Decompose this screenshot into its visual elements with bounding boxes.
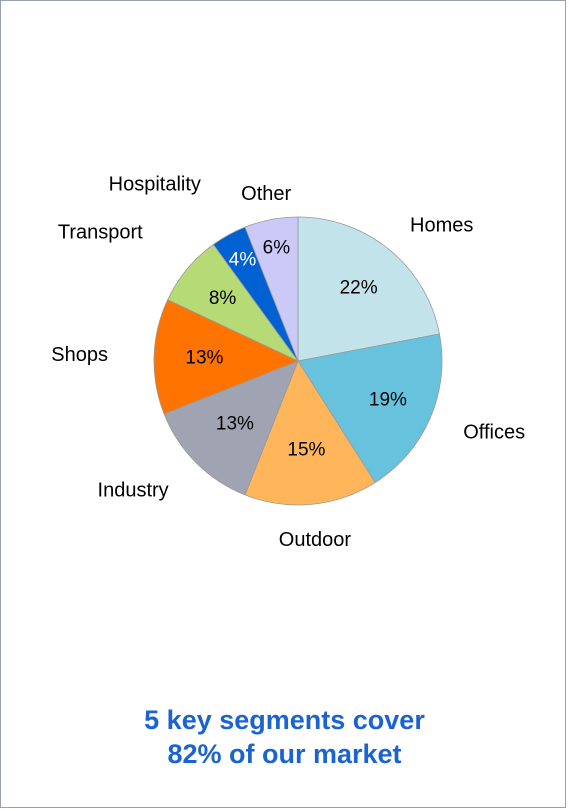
category-label-outdoor: Outdoor — [279, 529, 352, 551]
pie-slices — [153, 216, 443, 506]
category-label-transport: Transport — [58, 222, 143, 244]
value-label-industry: 13% — [216, 414, 254, 435]
pie-category-labels: Homes Offices Outdoor Industry Shops Transpor… — [51, 173, 525, 551]
value-label-shops: 13% — [185, 348, 223, 369]
slice-outdoor — [244, 360, 376, 506]
slice-homes — [297, 216, 440, 362]
value-label-transport: 8% — [209, 288, 237, 309]
slice-other — [244, 216, 299, 362]
caption-line-1: 5 key segments cover — [144, 705, 425, 735]
value-label-other: 6% — [263, 237, 291, 258]
pie-value-labels: 22% 19% 15% 13% 13% 8% 4% 6% — [185, 237, 407, 460]
category-label-offices: Offices — [463, 422, 525, 444]
value-label-offices: 19% — [369, 389, 407, 410]
category-label-shops: Shops — [51, 344, 108, 366]
category-label-other: Other — [241, 183, 291, 205]
category-label-homes: Homes — [410, 215, 473, 237]
category-label-industry: Industry — [98, 479, 169, 501]
slice-offices — [297, 333, 443, 484]
value-label-homes: 22% — [340, 277, 378, 298]
slice-shops — [153, 299, 300, 415]
category-label-hospitality: Hospitality — [109, 173, 201, 195]
value-label-outdoor: 15% — [287, 439, 325, 460]
slice-industry — [163, 360, 299, 496]
caption-line-2: 82% of our market — [167, 739, 402, 769]
value-label-hospitality: 4% — [229, 250, 257, 271]
